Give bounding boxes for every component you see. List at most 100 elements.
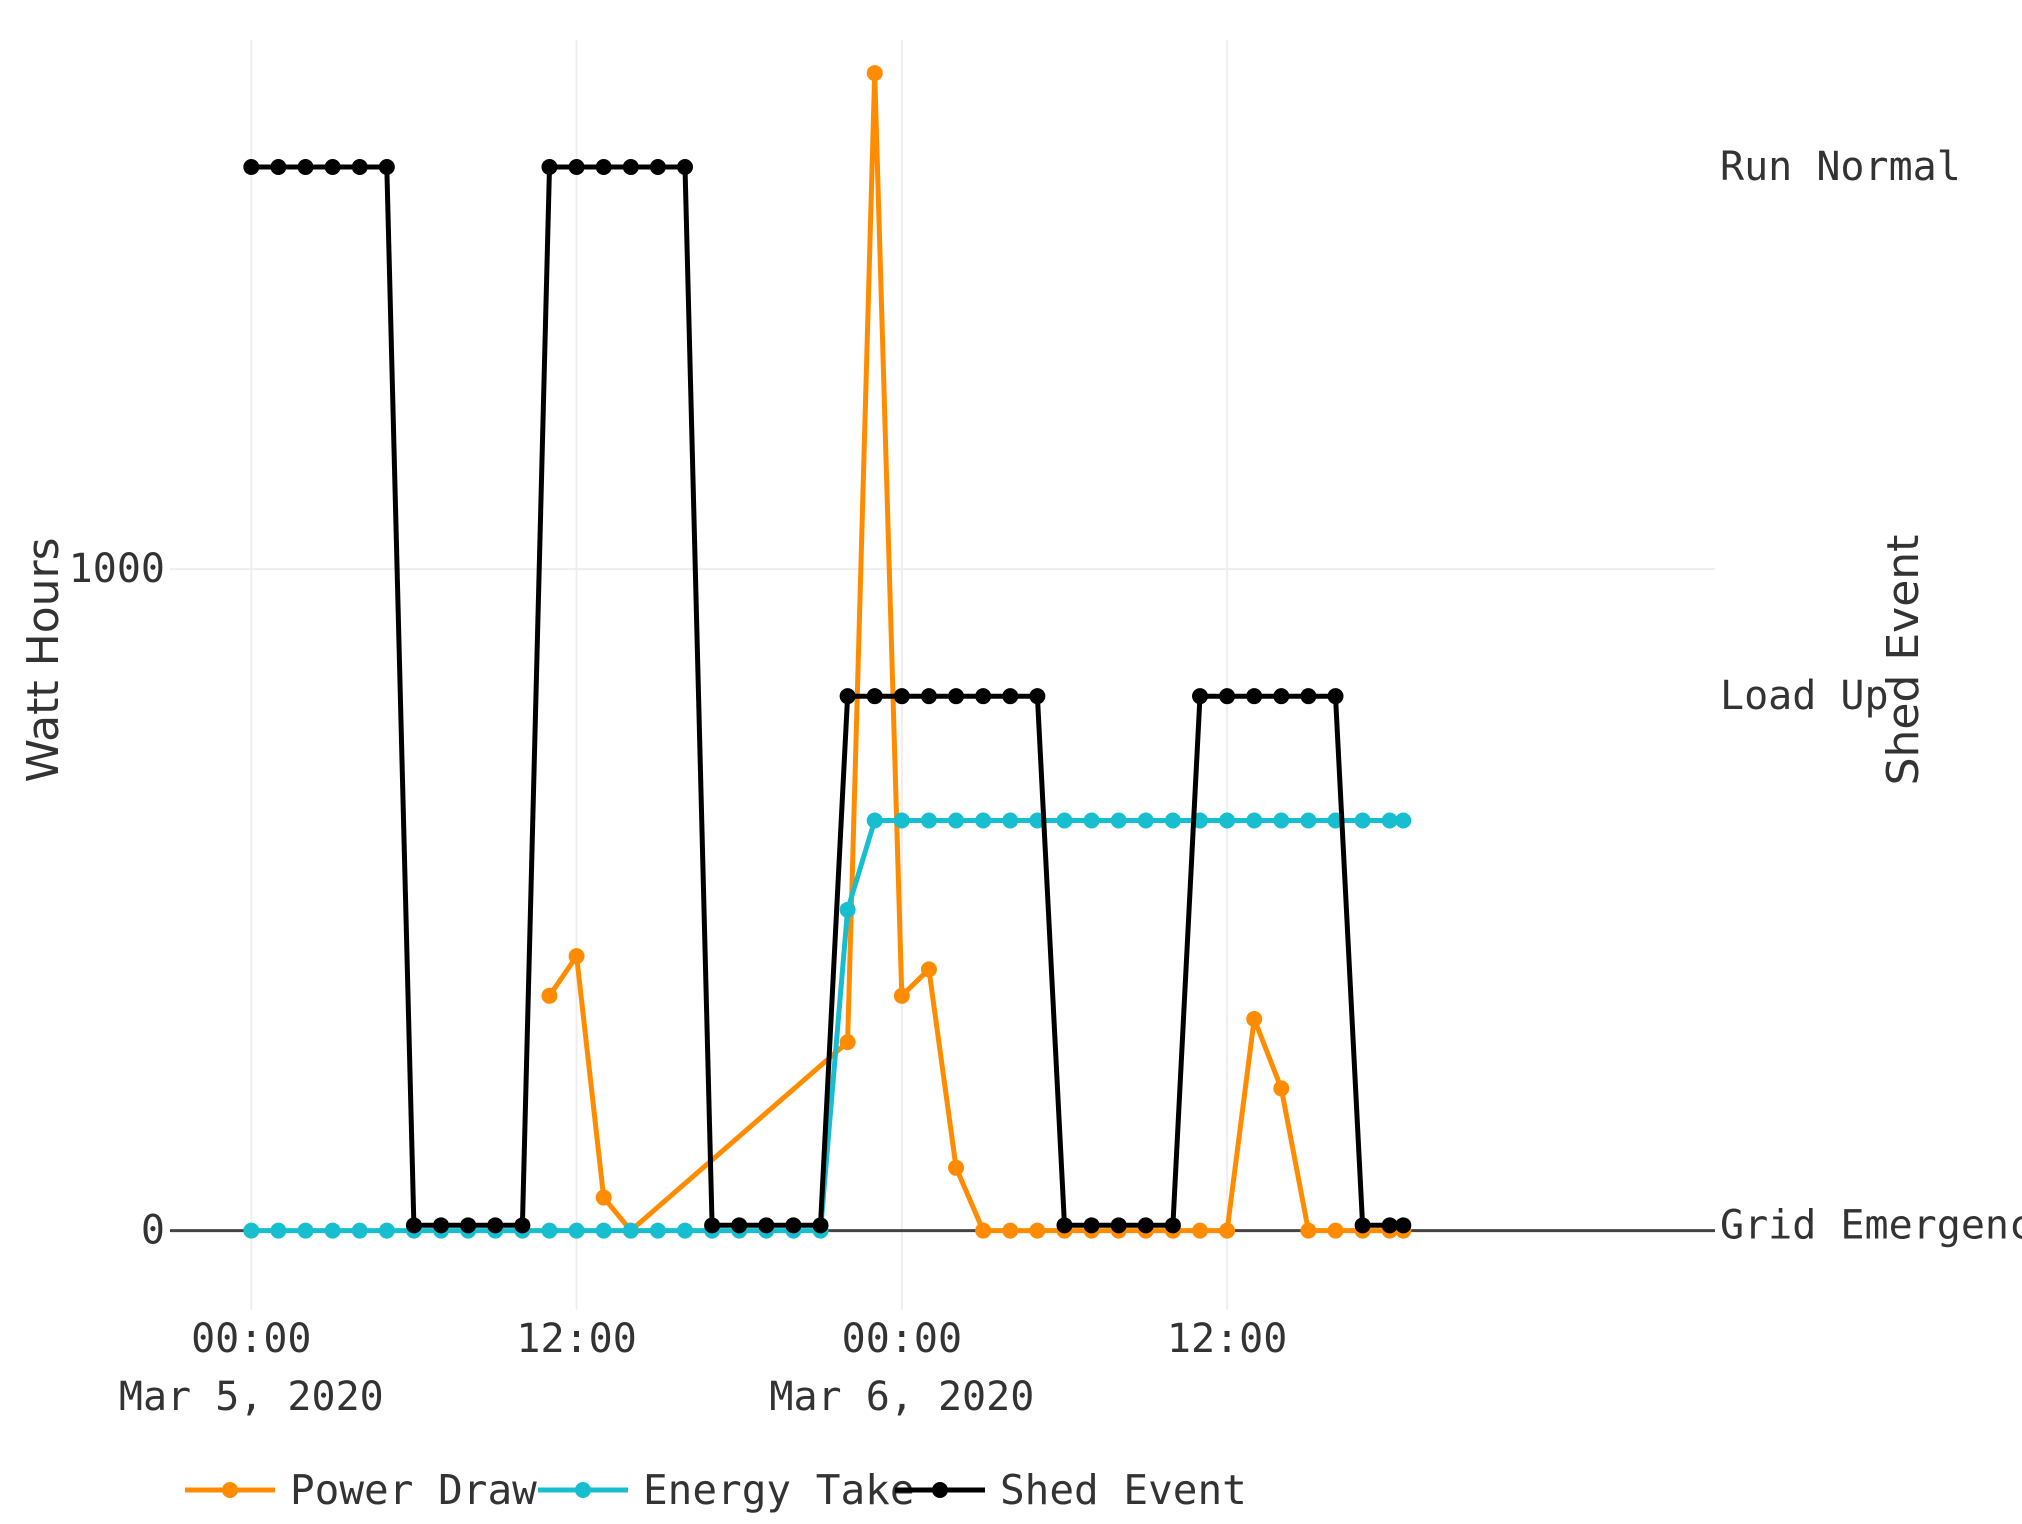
data-point: [948, 812, 965, 829]
data-point: [1002, 812, 1019, 829]
series-power-draw: [541, 65, 1412, 1239]
legend-item-power-draw[interactable]: Power Draw: [185, 1466, 537, 1514]
data-point: [1137, 812, 1154, 829]
legend-label: Shed Event: [1000, 1466, 1247, 1514]
data-point: [1219, 1222, 1236, 1239]
data-point: [677, 1222, 693, 1239]
data-point: [1192, 688, 1208, 705]
data-point: [1327, 1222, 1344, 1239]
data-point: [270, 159, 287, 175]
data-point: [1395, 1217, 1412, 1234]
legend-swatch-marker: [575, 1482, 591, 1498]
data-point: [1002, 1222, 1019, 1239]
data-point: [1219, 688, 1236, 705]
data-point: [920, 688, 937, 705]
y-tick-label: 1000: [69, 546, 165, 592]
data-point: [866, 812, 883, 829]
legend-item-energy-take[interactable]: Energy Take: [538, 1466, 915, 1514]
data-point: [1327, 688, 1344, 705]
legend-swatch-marker: [222, 1482, 238, 1498]
data-point: [948, 688, 965, 705]
data-point: [243, 1222, 260, 1239]
data-point: [704, 1217, 721, 1234]
data-point: [920, 812, 937, 829]
data-point: [1395, 812, 1412, 829]
data-point: [460, 1217, 477, 1234]
data-point: [677, 159, 693, 175]
data-point: [568, 948, 585, 965]
data-point: [1137, 1217, 1154, 1234]
data-point: [1300, 1222, 1317, 1239]
data-point: [1273, 812, 1290, 829]
data-point: [595, 1189, 612, 1206]
data-point: [839, 901, 856, 918]
data-point: [1029, 1222, 1046, 1239]
axis-layer: 00:00 Mar 5, 2020 12:00 00:00 Mar 6, 2020 12:…: [69, 144, 2022, 1420]
data-point: [1164, 1217, 1181, 1234]
data-point: [812, 1217, 829, 1234]
data-point: [1381, 1217, 1398, 1234]
data-point: [1354, 812, 1371, 829]
data-point: [351, 1222, 368, 1239]
data-point: [866, 688, 883, 705]
data-point: [731, 1217, 748, 1234]
legend-item-shed-event[interactable]: Shed Event: [895, 1466, 1247, 1514]
legend-label: Energy Take: [643, 1466, 915, 1514]
data-point: [433, 1217, 450, 1234]
data-point: [1381, 812, 1398, 829]
data-point: [514, 1217, 531, 1234]
data-point: [975, 688, 992, 705]
data-point: [1246, 688, 1263, 705]
data-point: [324, 1222, 341, 1239]
y-tick-label: 0: [141, 1208, 165, 1254]
data-point: [1083, 1217, 1100, 1234]
data-point: [1219, 812, 1236, 829]
data-point: [297, 1222, 314, 1239]
data-point: [541, 159, 558, 175]
data-point: [975, 1222, 992, 1239]
data-point: [893, 987, 910, 1004]
x-tick-label: 12:00: [1167, 1316, 1287, 1362]
y-axis-title: Watt Hours: [18, 537, 69, 782]
x-tick-label: 00:00: [191, 1316, 311, 1362]
data-point: [378, 159, 395, 175]
data-point: [1083, 812, 1100, 829]
series-line: [547, 70, 1404, 1234]
x-tick-label: 12:00: [516, 1316, 636, 1362]
data-point: [785, 1217, 802, 1234]
data-point: [378, 1222, 395, 1239]
data-point: [649, 159, 666, 175]
legend[interactable]: Power Draw Energy Take Shed Event: [185, 1466, 1247, 1514]
data-point: [568, 159, 585, 175]
data-point: [839, 1034, 856, 1051]
data-point: [622, 159, 639, 175]
data-point: [1246, 1010, 1263, 1027]
x-tick-label: 00:00: [842, 1316, 962, 1362]
data-point: [1300, 688, 1317, 705]
data-point: [1056, 1217, 1073, 1234]
data-point: [270, 1222, 287, 1239]
data-point: [948, 1159, 965, 1176]
data-point: [1110, 1217, 1127, 1234]
data-point: [243, 159, 260, 175]
data-point: [839, 688, 856, 705]
data-point: [1056, 812, 1073, 829]
data-point: [758, 1217, 775, 1234]
data-point: [1354, 1217, 1371, 1234]
data-point: [920, 961, 937, 978]
data-point: [568, 1222, 585, 1239]
y2-tick-label: Grid Emergency: [1720, 1202, 2022, 1248]
data-point: [1273, 1080, 1290, 1097]
data-point: [405, 1217, 422, 1234]
data-point: [975, 812, 992, 829]
data-point: [1110, 812, 1127, 829]
data-point: [1002, 688, 1019, 705]
y2-axis-title: Shed Event: [1878, 535, 1929, 786]
legend-label: Power Draw: [290, 1466, 537, 1514]
data-point: [1246, 812, 1263, 829]
data-point: [1192, 1222, 1208, 1239]
y2-tick-label: Run Normal: [1720, 144, 1961, 190]
data-point: [541, 1222, 558, 1239]
data-point: [1164, 812, 1181, 829]
